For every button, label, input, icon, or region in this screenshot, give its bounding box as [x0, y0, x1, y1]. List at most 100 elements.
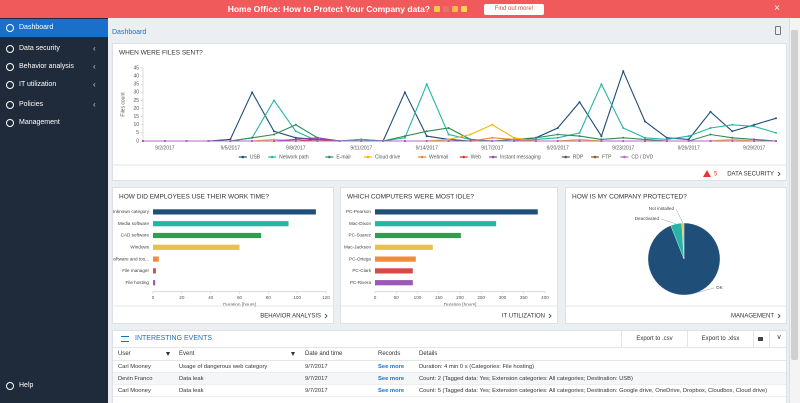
panel-title: WHEN WERE FILES SENT? — [119, 50, 203, 57]
table-cell: Carl Mooney — [118, 388, 151, 394]
panel: HOW DID EMPLOYEES USE THEIR WORK TIME? Un… — [112, 187, 334, 324]
grid-button[interactable] — [753, 331, 769, 347]
series-point — [469, 140, 472, 142]
sidebar-chevron: ‹ — [93, 100, 96, 109]
series-point — [578, 138, 581, 141]
series-point — [425, 130, 428, 133]
series-point — [294, 123, 297, 126]
events-title: INTERESTING EVENTS — [135, 335, 213, 342]
sidebar-icon — [6, 81, 14, 89]
series-point — [731, 123, 734, 126]
sidebar-chevron: ‹ — [93, 62, 96, 71]
bar — [153, 244, 240, 250]
sidebar-label: IT utilization — [19, 81, 57, 88]
y-tick-label: Mac-Jackson — [344, 245, 372, 250]
y-tick-label: PC-Ortega — [349, 256, 371, 261]
pie-leader — [690, 287, 715, 295]
series-point — [403, 136, 406, 139]
x-tick-label: 300 — [499, 295, 507, 300]
series-point — [687, 135, 690, 138]
panel-link[interactable]: BEHAVIOR ANALYSIS — [260, 314, 321, 320]
series-point — [316, 140, 319, 142]
series-point — [294, 140, 297, 142]
series-point — [644, 140, 647, 142]
sidebar-help[interactable]: Help — [0, 378, 108, 394]
banner-close[interactable]: × — [774, 3, 780, 14]
export-button[interactable]: Export to .csv — [621, 331, 687, 347]
panel-link[interactable]: IT UTILIZATION — [502, 314, 545, 320]
help-label: Help — [19, 382, 34, 389]
panel-title: HOW IS MY COMPANY PROTECTED? — [572, 194, 687, 201]
banner-emoji — [434, 6, 440, 12]
panel: WHICH COMPUTERS WERE MOST IDLE? PC-Pearso… — [340, 187, 558, 324]
y-tick-label: 20 — [133, 106, 139, 112]
x-tick-label: 9/20/2017 — [547, 145, 569, 151]
legend-label: E-mail — [336, 154, 350, 160]
table-row — [113, 361, 786, 373]
collapse-button[interactable]: ∨ — [769, 331, 786, 347]
table-cell: 9/7/2017 — [305, 376, 328, 382]
bar — [153, 221, 289, 227]
sidebar-icon — [6, 63, 14, 71]
sidebar-item[interactable]: Behavior analysis ‹ — [0, 58, 108, 76]
y-tick-label: 40 — [133, 73, 139, 79]
x-axis-label: Duration [hours] — [444, 302, 477, 307]
series-point — [360, 140, 363, 142]
filter-icon[interactable] — [166, 352, 170, 356]
series-point — [534, 138, 537, 141]
sidebar-item[interactable]: Dashboard — [0, 19, 108, 37]
sidebar-item[interactable]: Data security ‹ — [0, 40, 108, 58]
series-point — [447, 133, 450, 136]
series-point — [644, 120, 647, 123]
bar — [153, 268, 156, 274]
x-tick-label: 100 — [414, 295, 422, 300]
series-point — [491, 136, 494, 139]
series-point — [272, 138, 275, 141]
series-line — [143, 82, 777, 142]
table-cell[interactable]: See more — [378, 376, 405, 382]
filter-icon[interactable] — [291, 352, 295, 356]
x-tick-label: 350 — [520, 295, 528, 300]
events-icon — [121, 336, 129, 342]
series-point — [513, 140, 516, 142]
x-tick-label: 250 — [477, 295, 485, 300]
sidebar — [0, 18, 108, 403]
series-point — [709, 110, 712, 113]
bar — [375, 221, 497, 227]
y-tick-label: 25 — [133, 98, 139, 104]
bar — [375, 244, 433, 250]
pie-leader — [660, 218, 677, 225]
column-header: Date and time — [305, 351, 343, 357]
breadcrumb[interactable]: Dashboard — [112, 29, 147, 36]
table-row — [113, 385, 786, 397]
series-point — [425, 135, 428, 138]
series-point — [753, 138, 756, 141]
legend-dot — [270, 155, 274, 159]
series-point — [753, 123, 756, 126]
banner-button[interactable]: Find out more! — [484, 4, 544, 15]
panel-link[interactable]: MANAGEMENT — [731, 314, 774, 320]
table-cell[interactable]: See more — [378, 388, 405, 394]
legend-label: USB — [250, 154, 261, 160]
sidebar-item[interactable]: Policies ‹ — [0, 96, 108, 114]
panel: HOW IS MY COMPANY PROTECTED? OK Deactivate… — [565, 187, 787, 324]
table-cell[interactable]: See more — [378, 364, 405, 370]
export-button[interactable]: Export to .xlsx — [687, 331, 753, 347]
series-point — [731, 130, 734, 133]
header-row — [113, 347, 786, 361]
series-point — [251, 136, 254, 139]
y-tick-label: PC-Rivera — [350, 280, 372, 285]
sidebar-label: Behavior analysis — [19, 63, 74, 70]
sidebar-item[interactable]: Management — [0, 114, 108, 132]
page-icon — [775, 26, 781, 35]
series-point — [207, 140, 210, 142]
y-tick-label: PC-Suarez — [349, 233, 372, 238]
sidebar-item[interactable]: IT utilization ‹ — [0, 76, 108, 94]
bar — [153, 280, 156, 286]
panel-link[interactable]: DATA SECURITY — [727, 172, 774, 178]
series-point — [425, 140, 428, 142]
panel-canvas: WHEN WERE FILES SENT? Files count 0 5 10 15 20… — [113, 50, 786, 178]
series-point — [272, 140, 275, 142]
column-header: Records — [378, 351, 401, 357]
